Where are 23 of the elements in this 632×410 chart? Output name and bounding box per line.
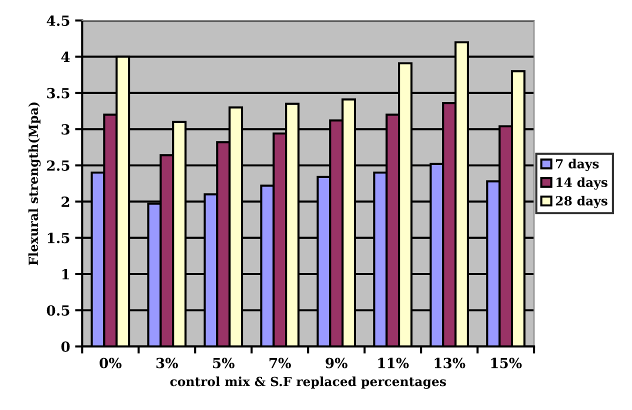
y-tick-label: 2.5 — [47, 160, 70, 171]
y-tick-label: 1.5 — [48, 232, 70, 244]
y-tick-label: 3.5 — [47, 88, 70, 98]
legend-label: 14 days — [556, 177, 608, 190]
y-tick-label: 2 — [62, 196, 70, 207]
x-tick-label: 9% — [326, 358, 348, 368]
y-tick-label: 1 — [62, 268, 69, 280]
x-tick-label: 0% — [100, 358, 122, 368]
y-axis-title: Flexural strength(Mpa) — [28, 102, 41, 266]
x-tick-label: 3% — [156, 358, 178, 368]
x-tick-label: 5% — [213, 358, 234, 368]
legend-label: 28 days — [556, 196, 608, 208]
x-tick-label: 13% — [434, 358, 466, 368]
y-tick-label: 3 — [62, 124, 70, 135]
y-tick-label: 4.5 — [46, 15, 70, 26]
legend-label: 7 days — [556, 158, 599, 172]
y-tick-label: 0 — [61, 341, 70, 352]
y-tick-label: 4 — [61, 52, 70, 62]
y-tick-label: 0.5 — [46, 305, 70, 316]
x-axis-title: control mix & S.F replaced percentages — [170, 376, 446, 389]
x-tick-label: 11% — [378, 358, 409, 368]
x-tick-label: 15% — [491, 358, 522, 368]
x-tick-label: 7% — [270, 358, 291, 368]
